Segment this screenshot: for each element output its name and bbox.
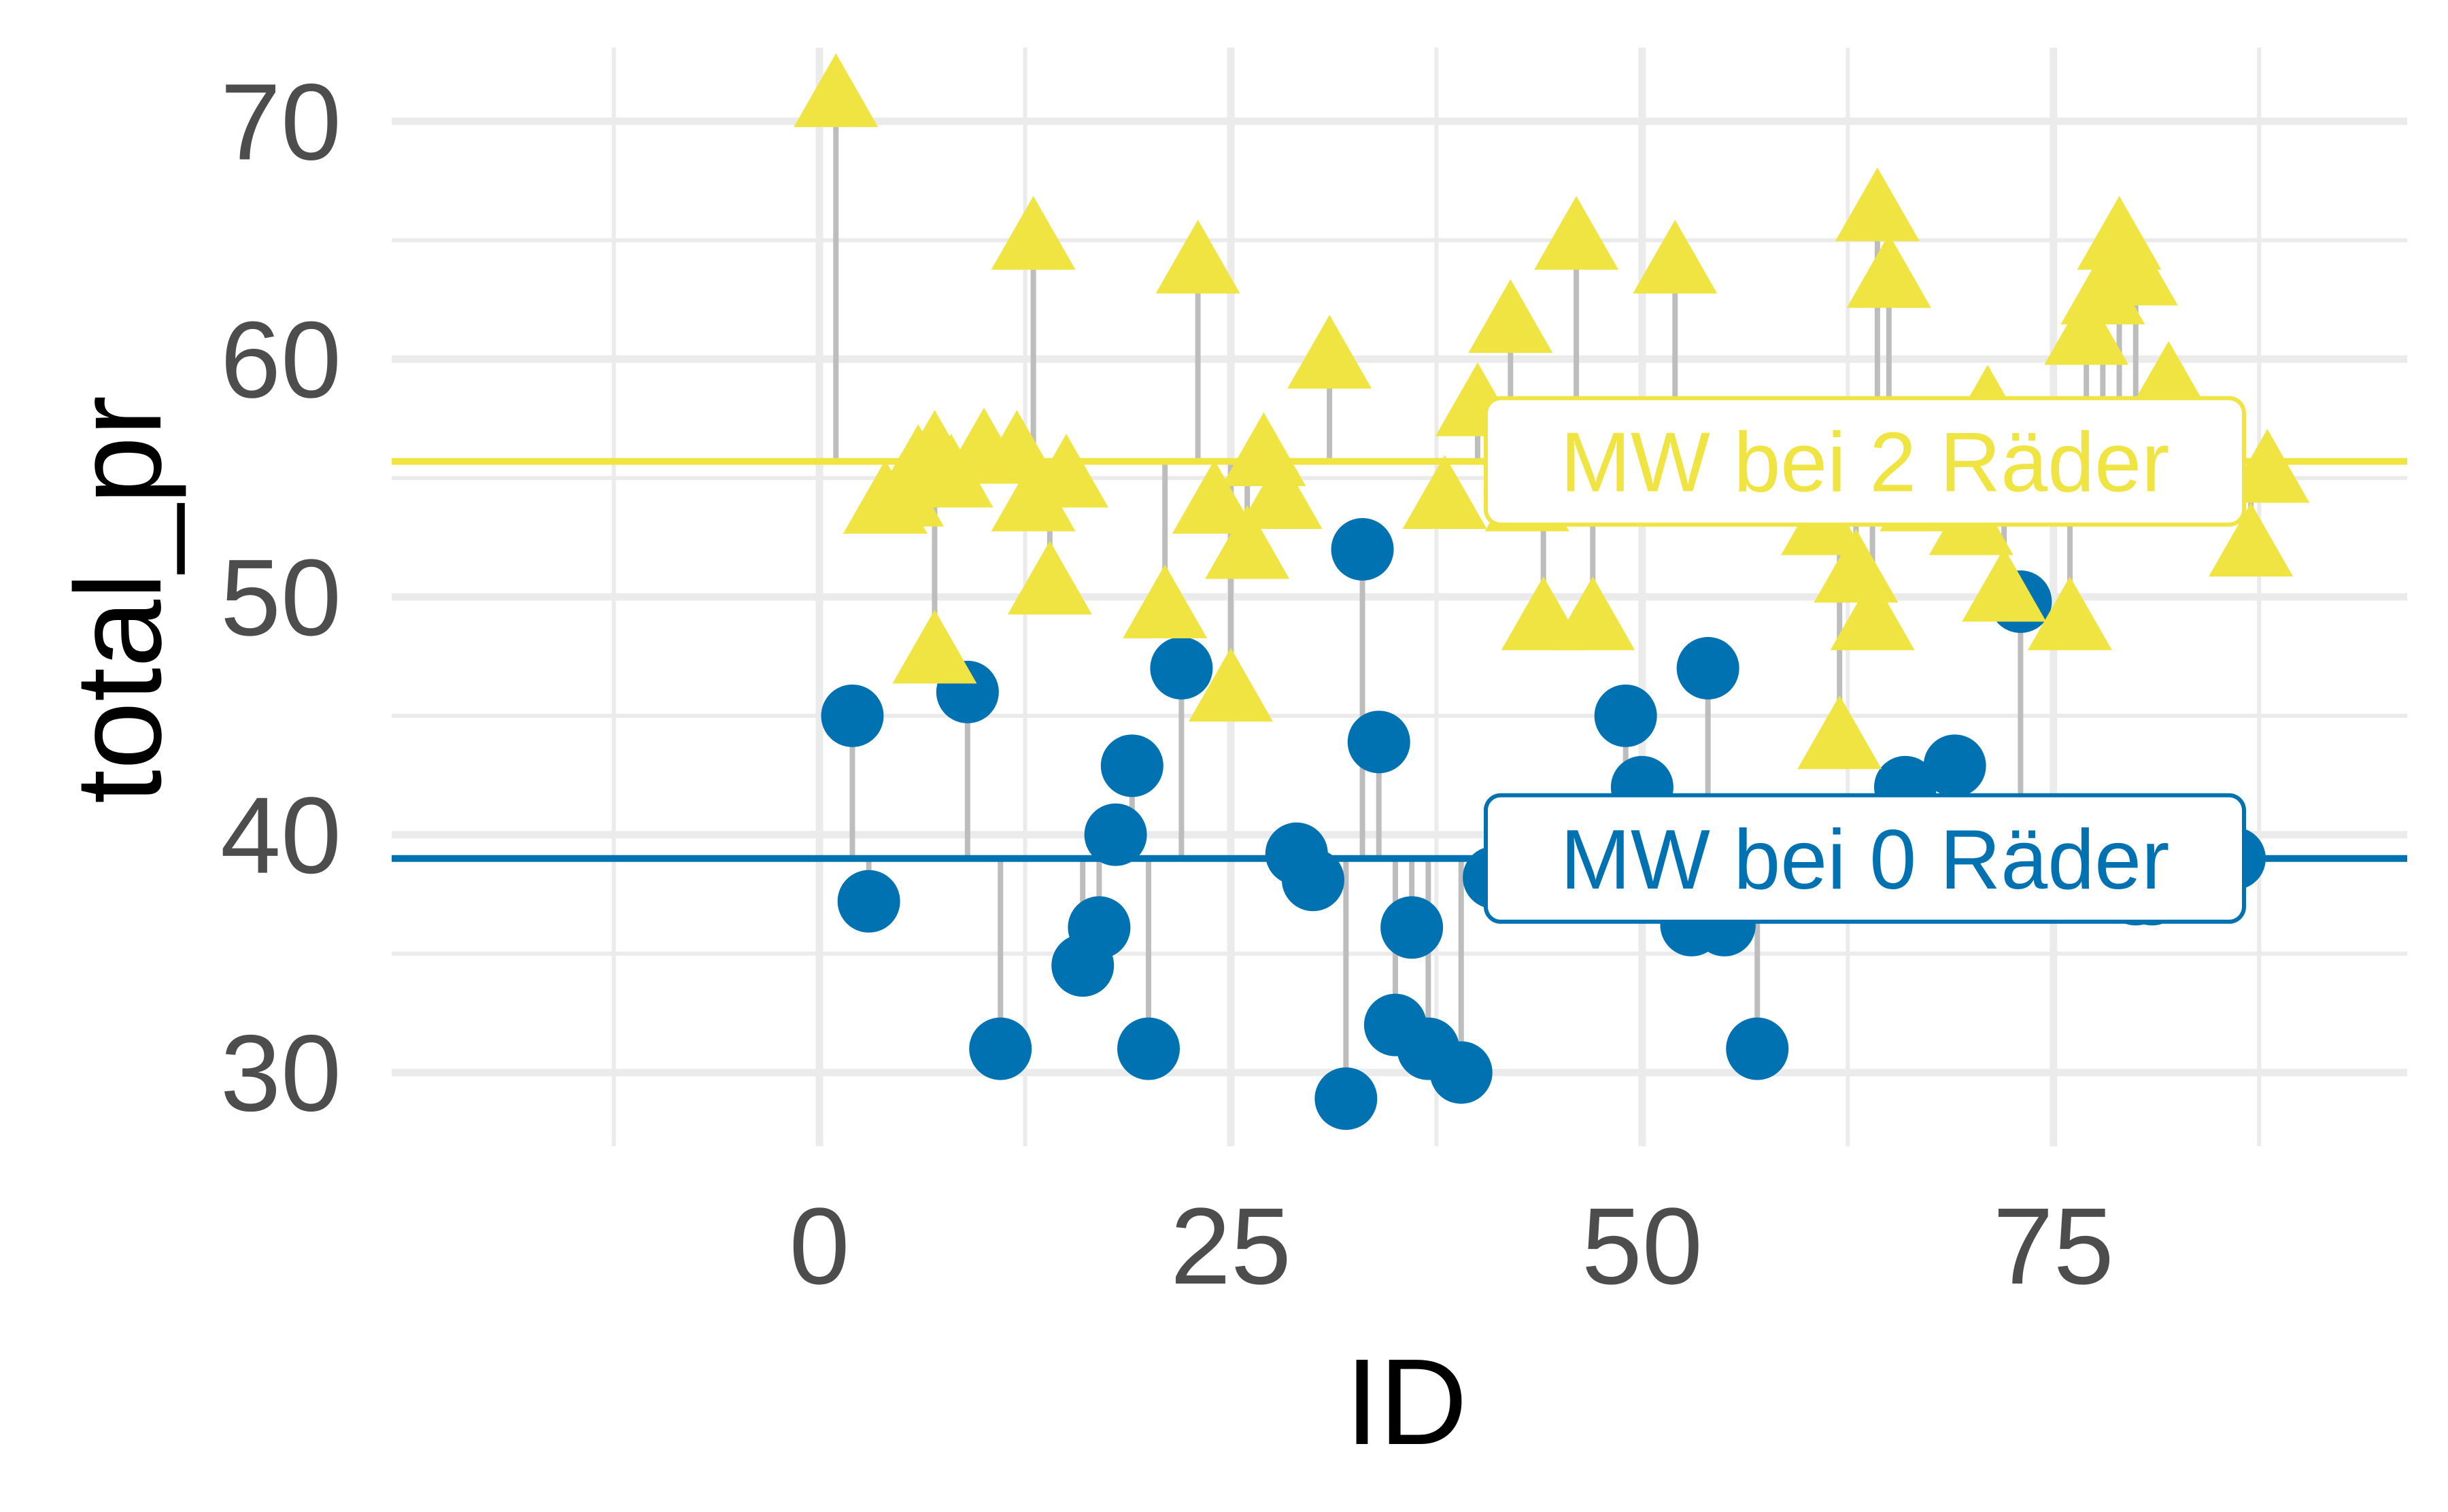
x-tick-label: 50 (1582, 1185, 1703, 1307)
data-point-triangle (1205, 504, 1290, 579)
data-point-triangle (1468, 279, 1553, 354)
data-points (794, 53, 2310, 1131)
data-point-triangle (794, 53, 879, 127)
data-point-circle (1100, 734, 1163, 797)
mean-label-box (1484, 396, 2246, 527)
x-tick-label: 0 (789, 1185, 850, 1307)
data-point-circle (1331, 518, 1394, 581)
data-point-triangle (1534, 196, 1619, 270)
data-point-triangle (2209, 502, 2294, 577)
data-point-triangle (2027, 576, 2112, 651)
mean-label-text: MW bei 0 Räder (1561, 813, 2170, 907)
y-tick-label: 50 (220, 536, 341, 658)
data-point-circle (1380, 896, 1444, 959)
mean-label-box (1484, 793, 2246, 924)
data-point-circle (1429, 1041, 1493, 1104)
data-point-triangle (1962, 547, 2047, 622)
y-axis-ticks: 30 40 50 60 70 (220, 61, 341, 1133)
data-point-circle (1084, 803, 1147, 866)
data-point-triangle (2060, 250, 2145, 325)
data-point-circle (821, 684, 884, 747)
data-point-triangle (1830, 576, 1915, 651)
data-point-circle (1117, 1017, 1180, 1080)
data-point-triangle (974, 410, 1059, 484)
data-point-circle (1676, 636, 1739, 700)
data-point-circle (1347, 710, 1410, 774)
y-axis-title: total_pr (50, 396, 187, 804)
data-point-circle (1314, 1067, 1378, 1131)
data-point-triangle (1846, 234, 1931, 308)
x-axis-title: ID (1345, 1334, 1467, 1471)
data-point-circle (1281, 848, 1344, 912)
data-point-triangle (1024, 434, 1109, 508)
x-tick-label: 25 (1170, 1185, 1291, 1307)
data-point-triangle (1814, 528, 1899, 603)
y-tick-label: 40 (220, 774, 341, 896)
data-point-circle (1150, 636, 1213, 700)
data-point-triangle (892, 609, 977, 684)
mean-label-wheels_2: MW bei 2 Räder (1484, 396, 2246, 527)
data-point-triangle (2044, 291, 2129, 365)
mean-label-wheels_0: MW bei 0 Räder (1484, 793, 2246, 924)
y-tick-label: 60 (220, 298, 341, 420)
data-point-triangle (1123, 564, 1208, 638)
data-point-circle (837, 870, 900, 933)
data-point-circle (1594, 684, 1657, 747)
data-point-triangle (1550, 576, 1635, 651)
mean-label-text: MW bei 2 Räder (1561, 416, 2170, 510)
y-tick-label: 70 (220, 61, 341, 182)
data-point-circle (1923, 734, 1986, 797)
data-point-triangle (2093, 231, 2178, 306)
data-point-triangle (1797, 695, 1882, 770)
data-point-circle (1068, 896, 1131, 959)
data-point-triangle (1155, 220, 1240, 294)
data-point-circle (1726, 1017, 1789, 1080)
data-point-triangle (1633, 220, 1718, 294)
x-tick-label: 75 (1993, 1185, 2114, 1307)
x-axis-ticks: 0 25 50 75 (789, 1185, 2114, 1307)
data-point-triangle (2225, 429, 2310, 503)
grid (392, 48, 2407, 1146)
data-point-circle (969, 1017, 1032, 1080)
data-point-triangle (1188, 647, 1273, 722)
data-point-triangle (1402, 455, 1487, 529)
data-point-triangle (1287, 315, 1372, 389)
data-point-triangle (1007, 540, 1092, 615)
data-point-triangle (1835, 167, 1920, 241)
data-point-triangle (1238, 455, 1323, 529)
y-tick-label: 30 (220, 1012, 341, 1134)
data-point-triangle (991, 196, 1076, 270)
mean-labels: MW bei 0 Räder MW bei 2 Räder (1484, 396, 2246, 924)
data-point-triangle (1172, 460, 1257, 534)
